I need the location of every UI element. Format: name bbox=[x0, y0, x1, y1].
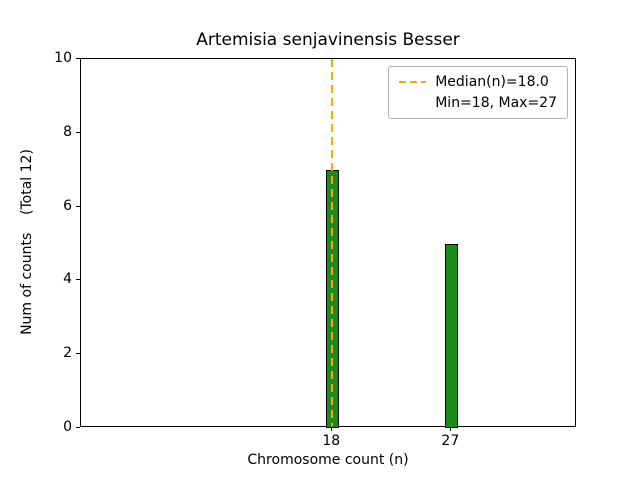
y-tick-label: 2 bbox=[63, 345, 72, 362]
median-dashed-line-icon bbox=[399, 81, 427, 83]
y-tick-label: 8 bbox=[63, 123, 72, 140]
y-tick-mark bbox=[76, 353, 80, 355]
x-tick-mark bbox=[331, 427, 333, 431]
legend-entry-minmax: Min=18, Max=27 bbox=[399, 95, 557, 111]
plot-area: Median(n)=18.0 Min=18, Max=27 bbox=[80, 58, 576, 428]
y-axis-label: Num of counts (Total 12) bbox=[19, 149, 35, 335]
median-line bbox=[331, 59, 334, 426]
y-tick-label: 4 bbox=[63, 271, 72, 288]
y-tick-label: 0 bbox=[63, 419, 72, 435]
y-tick-label: 10 bbox=[54, 50, 72, 66]
y-tick-mark bbox=[76, 279, 80, 281]
x-tick-label: 27 bbox=[441, 433, 460, 449]
x-tick-mark bbox=[450, 427, 452, 431]
legend-label-median: Median(n)=18.0 bbox=[435, 74, 549, 90]
y-tick-mark bbox=[76, 58, 80, 59]
y-tick-mark bbox=[76, 205, 80, 207]
y-tick-label: 6 bbox=[63, 197, 72, 214]
chart-title: Artemisia senjavinensis Besser bbox=[196, 30, 460, 50]
y-tick-mark bbox=[76, 131, 80, 133]
x-tick-label: 18 bbox=[322, 433, 341, 449]
x-axis-label: Chromosome count (n) bbox=[247, 452, 409, 468]
empty-legend-sample bbox=[399, 102, 426, 104]
y-tick-mark bbox=[76, 427, 80, 428]
legend: Median(n)=18.0 Min=18, Max=27 bbox=[388, 66, 568, 119]
legend-label-minmax: Min=18, Max=27 bbox=[435, 95, 557, 111]
legend-entry-median: Median(n)=18.0 bbox=[399, 74, 557, 90]
bar-27 bbox=[444, 243, 458, 428]
